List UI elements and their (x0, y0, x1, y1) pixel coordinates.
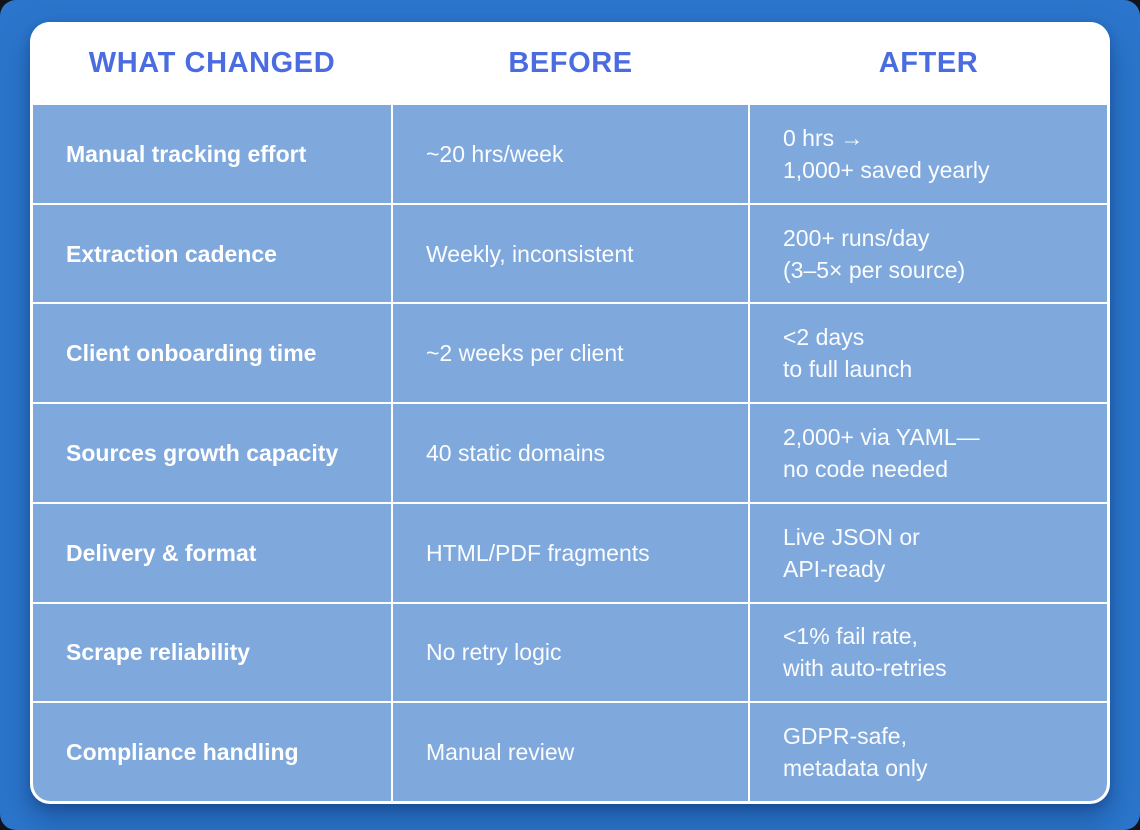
after-line-1: <2 days (783, 324, 865, 351)
table-body: Manual tracking effort ~20 hrs/week 0 hr… (33, 105, 1107, 801)
after-line-1: GDPR-safe, (783, 723, 907, 750)
column-header-what-changed: WHAT CHANGED (88, 47, 336, 79)
table-row: Manual tracking effort ~20 hrs/week 0 hr… (33, 105, 1107, 203)
cell-what-changed: Extraction cadence (33, 204, 391, 303)
cell-after: 0 hrs → 1,000+ saved yearly (750, 105, 1107, 203)
after-line-2: (3–5× per source) (783, 256, 966, 283)
column-header-before: BEFORE (508, 47, 633, 79)
after-line-2: to full launch (783, 356, 913, 383)
after-line-1: Live JSON or (783, 523, 920, 550)
after-line-2: metadata only (783, 755, 928, 782)
after-line-1: 2,000+ via YAML— (783, 423, 980, 450)
column-header-after: AFTER (878, 47, 979, 79)
table-row: Delivery & format HTML/PDF fragments Liv… (33, 503, 1107, 602)
table-row: Sources growth capacity 40 static domain… (33, 404, 1107, 502)
cell-before: Weekly, inconsistent (393, 204, 748, 303)
cell-after: <2 days to full launch (750, 304, 1107, 403)
table-row: Extraction cadence Weekly, inconsistent … (33, 204, 1107, 303)
cell-what-changed: Delivery & format (33, 503, 391, 602)
after-line-1: <1% fail rate, (783, 623, 918, 650)
cell-before: 40 static domains (393, 404, 748, 502)
comparison-table-card: WHAT CHANGED BEFORE AFTER Manual trackin… (30, 22, 1110, 804)
cell-after: GDPR-safe, metadata only (750, 703, 1107, 801)
cell-what-changed: Manual tracking effort (33, 105, 391, 203)
table-row: Compliance handling Manual review GDPR-s… (33, 703, 1107, 801)
table-header-row: WHAT CHANGED BEFORE AFTER (30, 22, 1110, 105)
after-line-1: 200+ runs/day (783, 224, 930, 251)
cell-what-changed: Compliance handling (33, 703, 391, 801)
cell-what-changed: Scrape reliability (33, 603, 391, 702)
cell-before: ~2 weeks per client (393, 304, 748, 403)
cell-after: Live JSON or API-ready (750, 503, 1107, 602)
table-row: Scrape reliability No retry logic <1% fa… (33, 603, 1107, 702)
cell-before: ~20 hrs/week (393, 105, 748, 203)
after-line-2: 1,000+ saved yearly (783, 156, 990, 183)
cell-after: 2,000+ via YAML— no code needed (750, 404, 1107, 502)
cell-before: Manual review (393, 703, 748, 801)
cell-before: No retry logic (393, 603, 748, 702)
after-line-2: no code needed (783, 455, 948, 482)
cell-before: HTML/PDF fragments (393, 503, 748, 602)
cell-what-changed: Sources growth capacity (33, 404, 391, 502)
after-line-2: API-ready (783, 555, 886, 582)
cell-after: <1% fail rate, with auto-retries (750, 603, 1107, 702)
table-row: Client onboarding time ~2 weeks per clie… (33, 304, 1107, 403)
cell-after: 200+ runs/day (3–5× per source) (750, 204, 1107, 303)
after-line-2: with auto-retries (783, 655, 947, 682)
after-line-1: 0 hrs → (783, 124, 864, 151)
cell-what-changed: Client onboarding time (33, 304, 391, 403)
